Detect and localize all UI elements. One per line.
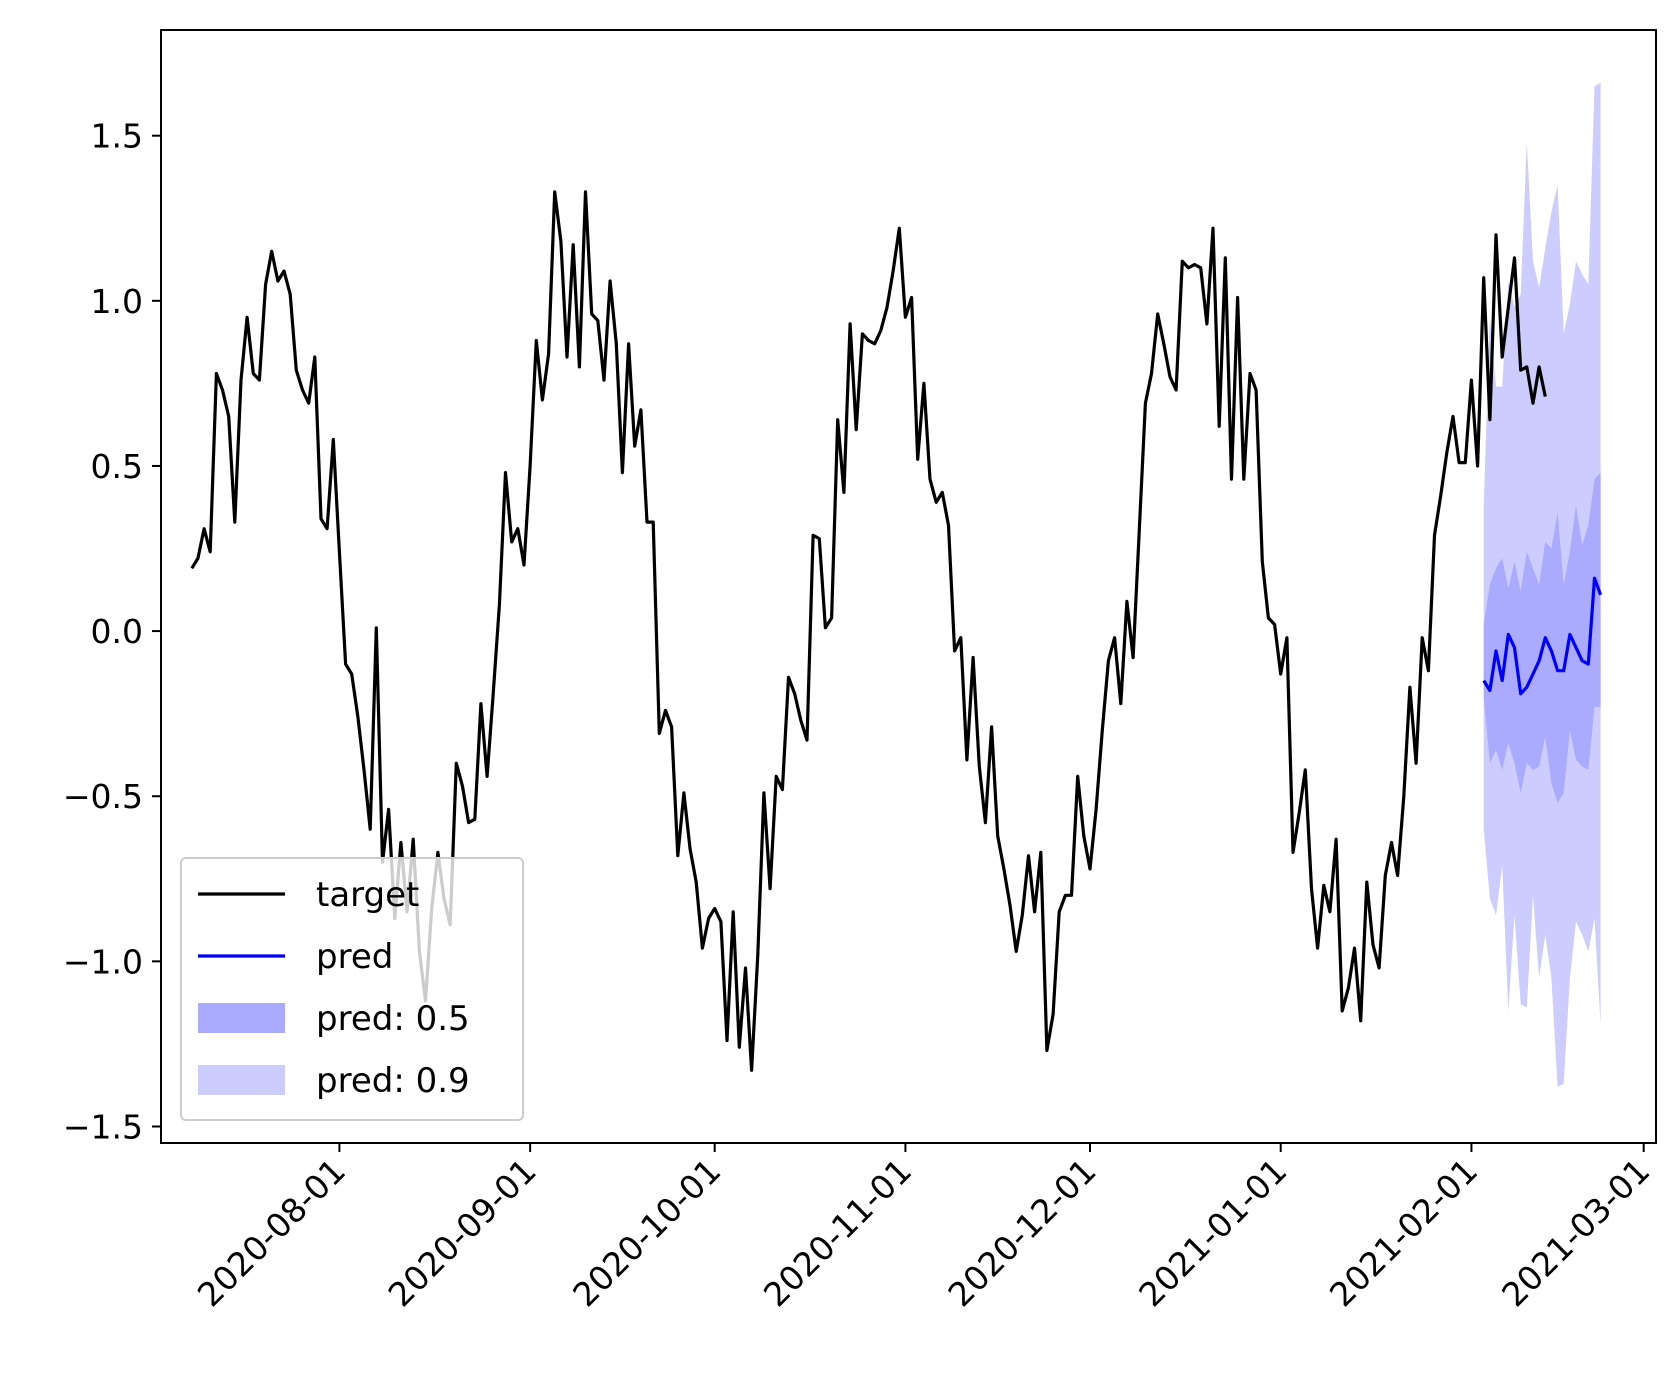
y-tick-label: −1.5 — [63, 1107, 143, 1146]
legend-label: pred: 0.5 — [316, 999, 470, 1039]
legend: target pred pred: 0.5 pred: 0.9 — [180, 857, 524, 1121]
pred-line — [1482, 576, 1603, 696]
y-axis: 1.5 1.0 0.5 0.0 −0.5 −1.0 −1.5 — [63, 117, 161, 1146]
y-tick-label: 1.5 — [91, 117, 143, 156]
legend-label: pred — [316, 937, 393, 977]
legend-swatch — [198, 1003, 285, 1033]
legend-box — [180, 857, 524, 1121]
y-tick-label: 0.5 — [91, 447, 143, 486]
plot-frame — [160, 29, 1657, 1144]
legend-label: pred: 0.9 — [316, 1061, 470, 1101]
legend-label: target — [316, 875, 419, 915]
legend-swatch — [198, 1065, 285, 1095]
y-tick-label: 1.0 — [91, 282, 143, 321]
prediction-bands — [1483, 82, 1601, 1087]
band-0-5 — [1483, 472, 1601, 803]
y-tick-label: −1.0 — [63, 942, 143, 981]
y-tick-label: 0.0 — [91, 612, 143, 651]
y-tick-label: −0.5 — [63, 777, 143, 816]
